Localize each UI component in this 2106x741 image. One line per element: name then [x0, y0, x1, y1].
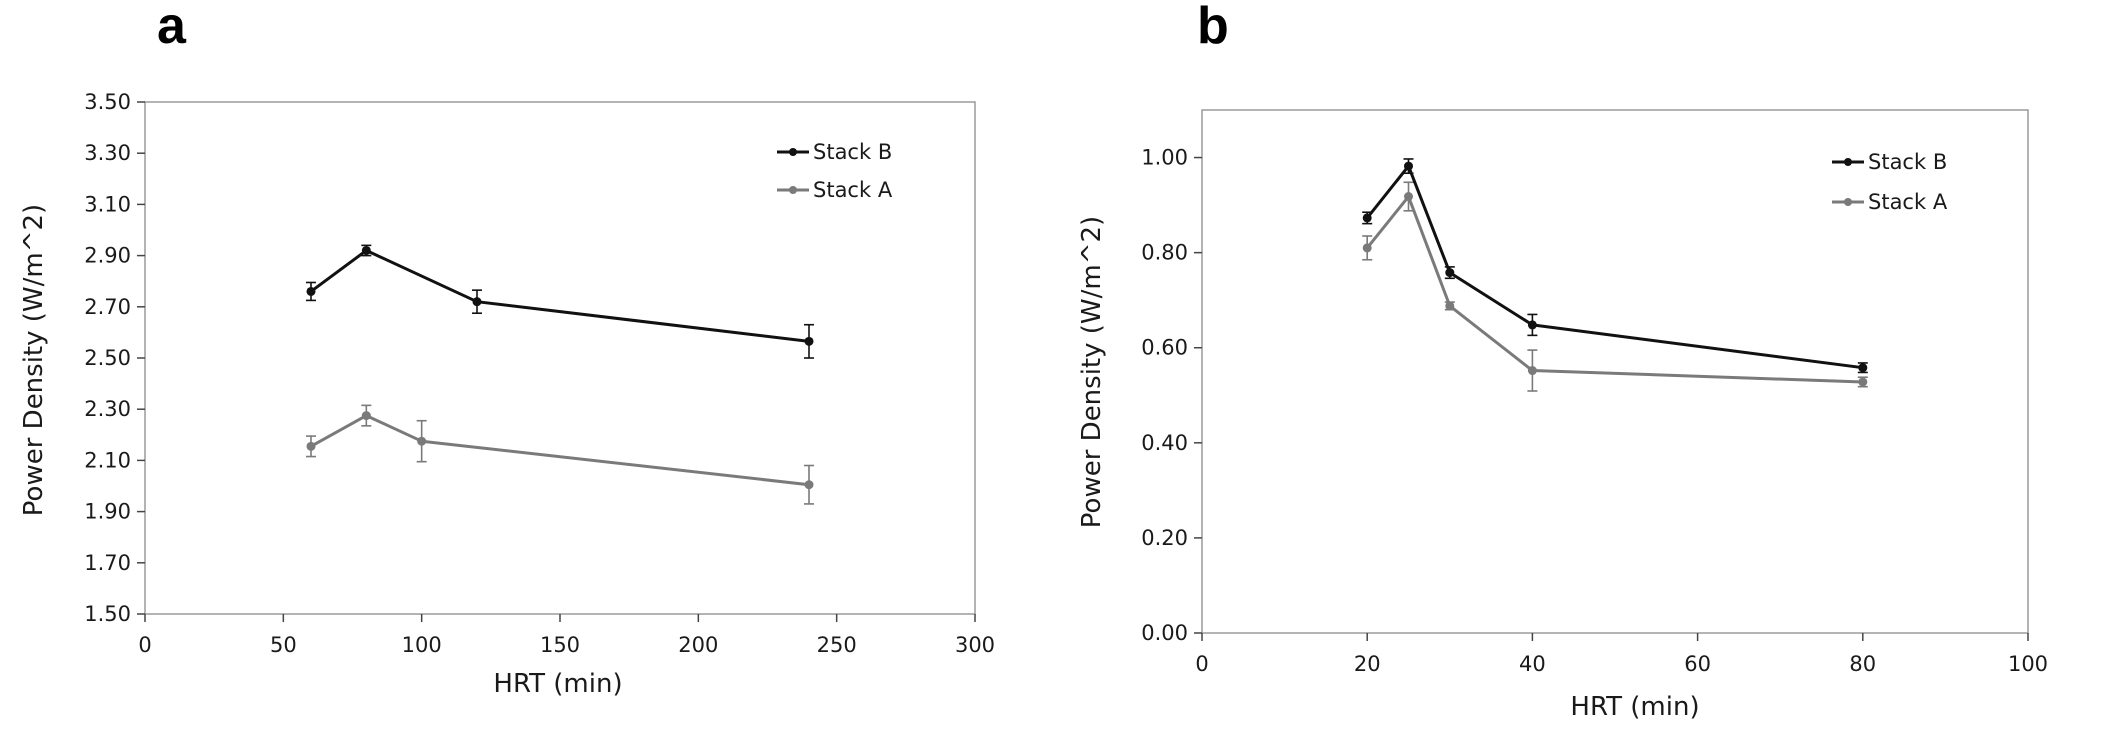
- data-point: [1362, 213, 1372, 223]
- series-line-stack-a: [310, 414, 810, 487]
- y-tick-label: 2.70: [84, 295, 131, 319]
- y-tick-label: 1.50: [84, 602, 131, 626]
- panel-label-a: a: [157, 0, 187, 55]
- legend-label: Stack A: [1868, 190, 1948, 214]
- data-point: [306, 441, 316, 451]
- legend-swatch-marker: [789, 186, 797, 194]
- data-point: [472, 297, 482, 307]
- x-tick-label: 0: [1195, 652, 1208, 676]
- x-tick-label: 60: [1684, 652, 1711, 676]
- data-point: [1527, 366, 1537, 376]
- data-point: [361, 411, 371, 421]
- y-tick-label: 2.90: [84, 244, 131, 268]
- data-point: [1404, 192, 1413, 202]
- y-tick-label: 0.80: [1141, 241, 1188, 265]
- y-tick-label: 0.00: [1141, 621, 1188, 645]
- y-axis-title: Power Density (W/m^2): [19, 204, 49, 516]
- y-tick-label: 3.10: [84, 192, 131, 216]
- y-tick-label: 3.50: [84, 90, 131, 114]
- y-tick-label: 2.50: [84, 346, 131, 370]
- y-tick-label: 1.00: [1141, 146, 1188, 170]
- x-tick-label: 150: [540, 633, 580, 657]
- y-tick-label: 2.10: [84, 448, 131, 472]
- data-point: [1445, 268, 1455, 278]
- x-tick-label: 250: [817, 633, 857, 657]
- x-tick-label: 300: [955, 633, 995, 657]
- legend-swatch-marker: [789, 148, 797, 156]
- x-tick-label: 80: [1849, 652, 1876, 676]
- x-tick-label: 40: [1519, 652, 1546, 676]
- legend-swatch-marker: [1844, 158, 1852, 166]
- x-tick-label: 100: [402, 633, 442, 657]
- y-tick-label: 3.30: [84, 141, 131, 165]
- y-tick-label: 1.90: [84, 500, 131, 524]
- y-tick-label: 2.30: [84, 397, 131, 421]
- legend-swatch-marker: [1844, 198, 1852, 206]
- data-point: [1858, 377, 1868, 387]
- x-tick-label: 0: [138, 633, 151, 657]
- x-axis-title: HRT (min): [493, 669, 622, 699]
- y-axis-title: Power Density (W/m^2): [1077, 216, 1107, 528]
- x-axis-title: HRT (min): [1570, 692, 1699, 722]
- legend-label: Stack A: [813, 178, 893, 202]
- x-tick-label: 20: [1354, 652, 1381, 676]
- y-tick-label: 0.40: [1141, 431, 1188, 455]
- data-point: [804, 336, 814, 346]
- y-tick-label: 0.20: [1141, 526, 1188, 550]
- legend-label: Stack B: [1868, 150, 1947, 174]
- series-line-stack-b: [310, 248, 810, 343]
- chart-a: 1.50 1.70 1.90 2.10 2.30 2.50 2.70 2.90 3.10 3.30…: [19, 90, 995, 699]
- data-point: [1445, 301, 1455, 311]
- x-tick-label: 200: [678, 633, 718, 657]
- y-tick-label: 0.60: [1141, 336, 1188, 360]
- chart-b: 0.00 0.20 0.40 0.60 0.80 1.00 0 20 40 60 80 100 HRT …: [1077, 109, 2048, 722]
- plot-frame: [1201, 109, 2029, 634]
- legend-label: Stack B: [813, 140, 892, 164]
- data-point: [1527, 320, 1537, 330]
- y-tick-label: 1.70: [84, 551, 131, 575]
- data-point: [361, 245, 371, 255]
- data-point: [306, 286, 316, 296]
- panel-label-b: b: [1197, 0, 1229, 55]
- x-tick-label: 100: [2008, 652, 2048, 676]
- data-point: [1858, 363, 1868, 373]
- data-point: [417, 436, 427, 446]
- data-point: [804, 480, 814, 490]
- data-point: [1404, 161, 1413, 171]
- data-point: [1362, 243, 1372, 253]
- x-tick-label: 50: [270, 633, 297, 657]
